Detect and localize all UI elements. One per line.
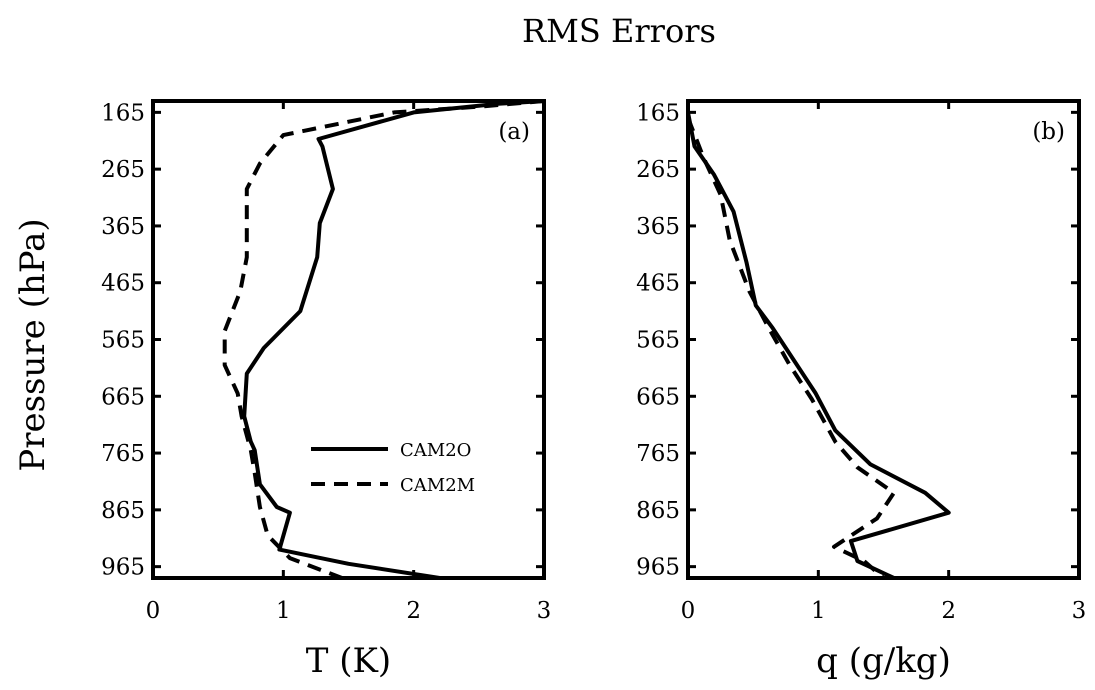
y-tick-label-a-765: 765 [101, 441, 145, 467]
series-cam2o-line-b [688, 112, 951, 578]
y-tick-label-b-365: 365 [636, 214, 680, 240]
y-tick-label-a-165: 165 [101, 100, 145, 126]
y-tick-label-b-165: 165 [636, 100, 680, 126]
legend-label-cam2o: CAM2O [400, 440, 471, 461]
plot-frame-b [686, 99, 1081, 580]
y-tick-label-a-465: 465 [101, 271, 145, 297]
y-tick-label-b-565: 565 [636, 328, 680, 354]
plot-frame-a [151, 99, 546, 580]
y-tick-label-b-965: 965 [636, 555, 680, 581]
y-tick-label-a-665: 665 [101, 384, 145, 410]
series-cam2o-line-a [242, 101, 544, 578]
x-tick-label-b-0: 0 [681, 598, 696, 624]
y-tick-label-b-465: 465 [636, 271, 680, 297]
x-tick-label-a-2: 2 [406, 598, 421, 624]
x-tick-label-a-0: 0 [146, 598, 161, 624]
x-tick-label-b-1: 1 [811, 598, 826, 624]
y-tick-label-a-265: 265 [101, 157, 145, 183]
x-tick-label-a-1: 1 [276, 598, 291, 624]
y-tick-label-b-865: 865 [636, 498, 680, 524]
panel-label-a: (a) [498, 119, 530, 145]
series-cam2m-line-a [222, 101, 544, 578]
chart-title: RMS Errors [522, 12, 716, 50]
x-axis-label-b: q (g/kg) [816, 641, 951, 681]
legend: CAM2O CAM2M [311, 440, 475, 496]
y-tick-label-a-365: 365 [101, 214, 145, 240]
y-axis-label: Pressure (hPa) [13, 218, 53, 471]
y-tick-label-a-865: 865 [101, 498, 145, 524]
x-tick-label-b-2: 2 [941, 598, 956, 624]
y-tick-label-b-665: 665 [636, 384, 680, 410]
x-tick-label-a-3: 3 [537, 598, 552, 624]
y-tick-label-b-765: 765 [636, 441, 680, 467]
x-axis-label-a: T (K) [306, 641, 391, 681]
series-cam2m-line-b [688, 117, 896, 578]
y-tick-label-a-965: 965 [101, 555, 145, 581]
x-tick-label-b-3: 3 [1072, 598, 1087, 624]
panel-label-b: (b) [1032, 119, 1065, 145]
y-tick-label-a-565: 565 [101, 328, 145, 354]
y-tick-label-b-265: 265 [636, 157, 680, 183]
legend-label-cam2m: CAM2M [400, 475, 475, 496]
